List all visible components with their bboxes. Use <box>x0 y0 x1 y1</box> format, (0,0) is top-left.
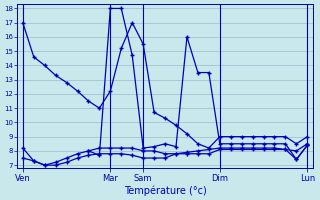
X-axis label: Température (°c): Température (°c) <box>124 185 206 196</box>
